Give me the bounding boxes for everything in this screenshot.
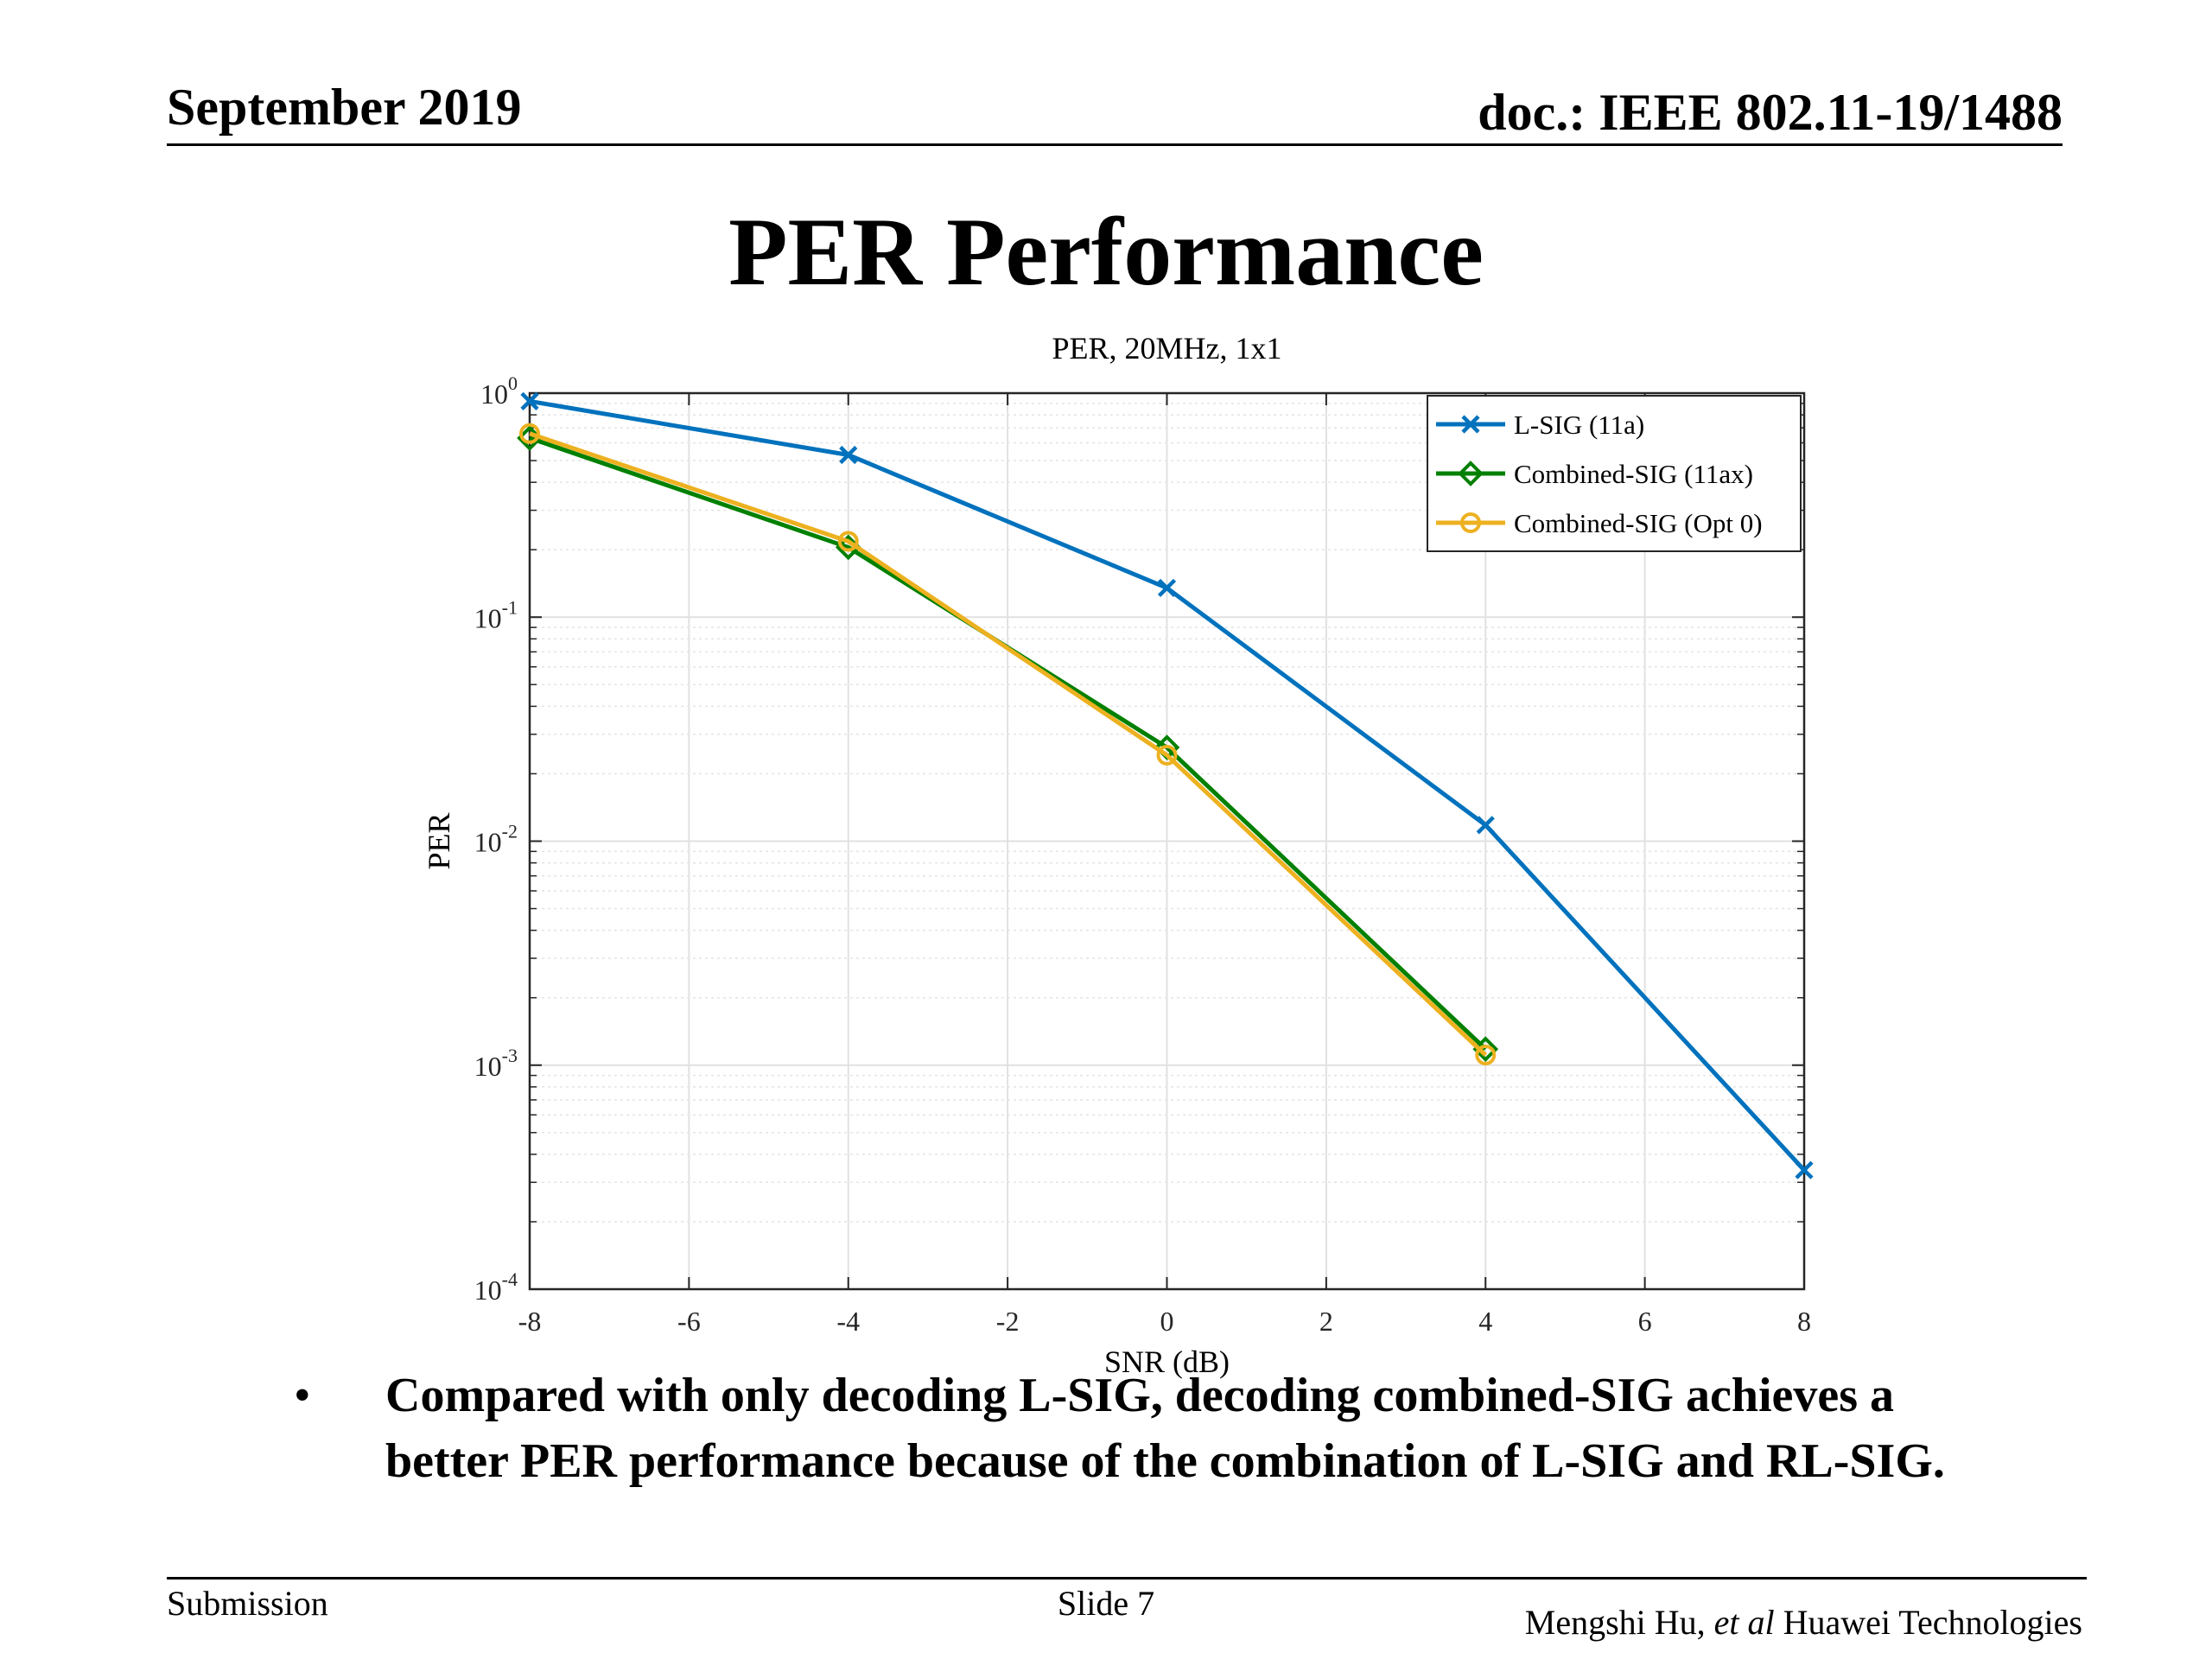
footer-et-al: et al (1713, 1603, 1775, 1642)
x-tick-label: -6 (677, 1306, 701, 1337)
data-point (1476, 816, 1495, 835)
data-point (519, 423, 540, 444)
legend-label: L-SIG (11a) (1514, 410, 1644, 440)
legend-marker (1458, 461, 1484, 486)
data-point (1795, 1160, 1814, 1179)
x-tick-label: 8 (1797, 1306, 1811, 1337)
data-point (837, 531, 859, 552)
footer-author-name: Mengshi Hu, (1524, 1603, 1706, 1642)
chart-grid (529, 392, 1805, 1290)
series-line (529, 431, 1487, 1057)
y-tick-label: 10-3 (474, 1045, 518, 1082)
y-tick-label: 10-4 (474, 1268, 518, 1306)
y-axis-label: PER (422, 812, 456, 869)
data-point (1475, 1045, 1497, 1065)
x-tick-label: -2 (996, 1306, 1020, 1337)
x-tick-label: 2 (1319, 1306, 1333, 1337)
legend-entry: L-SIG (11a) (1436, 410, 1644, 440)
y-tick-label: 10-1 (474, 596, 518, 633)
footer-rule (167, 1577, 2087, 1580)
footer-slide-number: Slide 7 (1057, 1584, 1155, 1623)
legend-label: Combined-SIG (11ax) (1514, 459, 1753, 489)
footer-organization: Huawei Technologies (1783, 1603, 2082, 1642)
x-tick-label: 6 (1638, 1306, 1652, 1337)
footer-submission: Submission (167, 1584, 328, 1623)
footer-author: Mengshi Hu, et al Huawei Technologies (1525, 1602, 2082, 1643)
data-point (839, 445, 858, 465)
x-tick-label: -8 (518, 1306, 542, 1337)
chart-series (517, 391, 1814, 1179)
legend-marker (1461, 415, 1480, 434)
x-tick-label: 4 (1478, 1306, 1492, 1337)
x-tick-label: 0 (1160, 1306, 1174, 1337)
bullet-symbol: • (294, 1369, 311, 1422)
chart-title: PER, 20MHz, 1x1 (1052, 331, 1281, 365)
data-point (1157, 578, 1177, 598)
y-tick-label: 100 (480, 372, 518, 410)
legend-marker (1460, 512, 1481, 533)
x-tick-label: -4 (836, 1306, 860, 1337)
series-2 (519, 423, 1497, 1065)
chart-legend: L-SIG (11a) Combined-SIG (11ax) Combined-S… (1427, 395, 1802, 552)
legend-entry: Combined-SIG (11ax) (1436, 459, 1753, 489)
header-date: September 2019 (167, 79, 522, 136)
data-point (520, 391, 539, 410)
series-0 (520, 391, 1814, 1179)
bullet-text: Compared with only decoding L-SIG, decod… (385, 1369, 1945, 1488)
header-doc-id: doc.: IEEE 802.11-19/1488 (1478, 84, 2063, 141)
y-tick-label: 10-2 (474, 821, 518, 858)
legend-label: Combined-SIG (Opt 0) (1514, 508, 1763, 538)
slide-title: PER Performance (728, 199, 1484, 306)
x-axis-label: SNR (dB) (1104, 1344, 1230, 1379)
legend-entry: Combined-SIG (Opt 0) (1436, 508, 1763, 538)
header-rule (167, 143, 2063, 146)
data-point (1156, 744, 1178, 766)
